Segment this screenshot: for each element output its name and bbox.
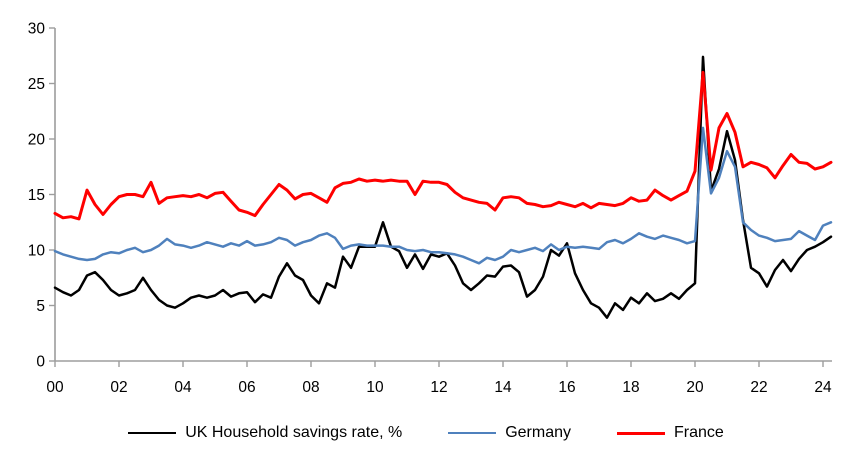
y-tick-label: 25 bbox=[28, 76, 45, 93]
france-line bbox=[53, 70, 833, 221]
legend-item-france: France bbox=[617, 424, 724, 442]
x-tick-label: 16 bbox=[558, 379, 575, 396]
legend: UK Household savings rate, % Germany Fra… bbox=[0, 424, 852, 442]
x-tick-label: 12 bbox=[430, 379, 447, 396]
legend-item-germany: Germany bbox=[448, 424, 571, 442]
x-tick-label: 02 bbox=[110, 379, 127, 396]
germany-line bbox=[53, 126, 833, 265]
y-tick-label: 10 bbox=[28, 243, 46, 260]
france-line-swatch bbox=[617, 431, 665, 435]
x-tick-label: 04 bbox=[174, 379, 192, 396]
uk-line-swatch bbox=[128, 432, 177, 434]
y-tick-label: 0 bbox=[36, 354, 45, 371]
x-tick-label: 18 bbox=[622, 379, 639, 396]
x-tick-label: 24 bbox=[814, 379, 832, 396]
germany-line-swatch bbox=[448, 432, 497, 434]
uk-legend-label: UK Household savings rate, % bbox=[185, 424, 403, 441]
x-tick-label: 20 bbox=[686, 379, 704, 396]
x-tick-label: 06 bbox=[238, 379, 255, 396]
x-tick-label: 22 bbox=[750, 379, 767, 396]
y-tick-label: 30 bbox=[28, 21, 46, 38]
y-tick-label: 20 bbox=[28, 132, 46, 149]
x-tick-label: 08 bbox=[302, 379, 319, 396]
x-tick-label: 10 bbox=[366, 379, 384, 396]
france-legend-label: France bbox=[674, 424, 724, 441]
y-tick-label: 5 bbox=[36, 298, 45, 315]
y-tick-label: 15 bbox=[28, 187, 45, 204]
line-chart-canvas: 0 5 10 15 20 25 30 00 02 04 06 08 10 12 14 16 18 20 22 24 bbox=[28, 21, 833, 396]
germany-legend-label: Germany bbox=[505, 424, 571, 441]
x-tick-label: 00 bbox=[46, 379, 64, 396]
x-tick-label: 14 bbox=[494, 379, 512, 396]
legend-item-uk: UK Household savings rate, % bbox=[128, 424, 402, 442]
